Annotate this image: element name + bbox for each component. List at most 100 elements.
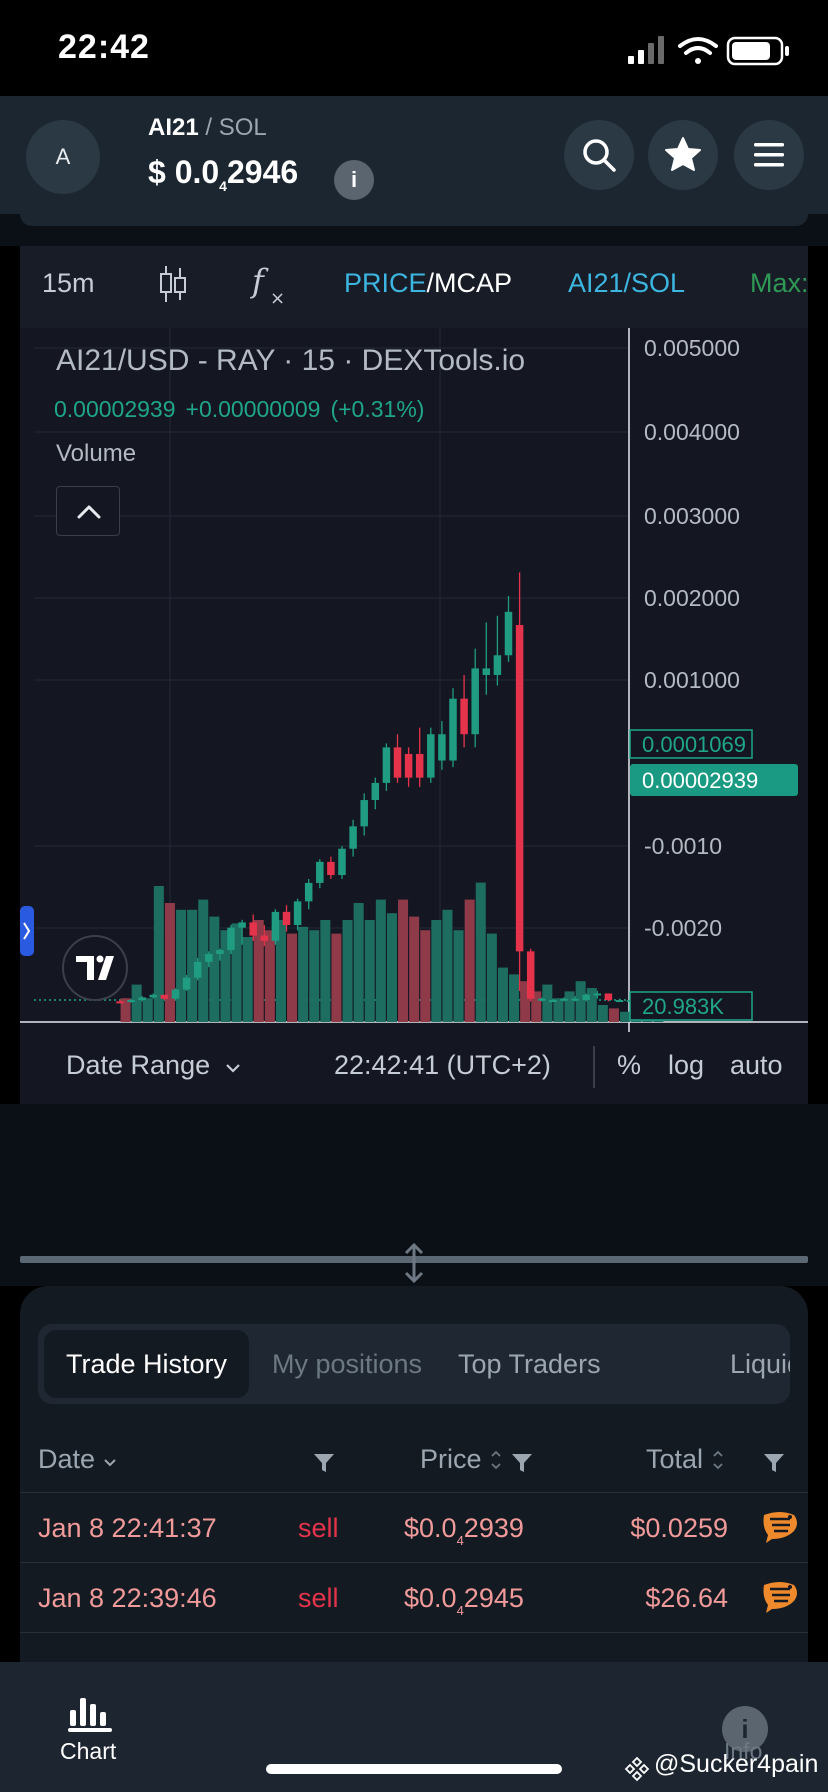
total-column-header[interactable]: Total (646, 1444, 725, 1475)
tab-trade-history[interactable]: Trade History (44, 1330, 250, 1398)
trade-price: $0.042945 (404, 1583, 524, 1618)
candle-body (404, 753, 413, 778)
price-axis: 0.005000 0.004000 0.003000 0.002000 0.001000… (20, 335, 798, 1021)
pair-separator: / (198, 114, 219, 141)
price-chart[interactable]: 0.005000 0.004000 0.003000 0.002000 0.001000… (20, 328, 808, 1032)
total-header-label: Total (646, 1444, 704, 1474)
interval-selector[interactable]: 15m (42, 268, 95, 298)
trade-side: sell (298, 1583, 339, 1613)
volume-bar (420, 930, 431, 1022)
candle-body (327, 861, 335, 876)
home-indicator[interactable] (266, 1764, 562, 1774)
percent-scale-toggle[interactable]: % (617, 1050, 642, 1080)
chevron-right-icon (23, 922, 31, 940)
legend-collapse-button[interactable] (56, 486, 120, 536)
indicators-icon[interactable]: f × (250, 262, 292, 308)
side-panel-tab (20, 906, 34, 956)
pair-toggle[interactable]: AI21/SOL (568, 268, 686, 298)
volume-bar (264, 930, 275, 1022)
trades-tabs: Trade History My positions Top Traders L… (38, 1324, 790, 1404)
token-info-button[interactable]: i (334, 160, 374, 200)
last-price-badge (630, 764, 798, 796)
volume-bar (520, 981, 531, 1022)
svg-text:f: f (250, 262, 269, 300)
token-header: A AI21 / SOL $ 0.042946 i (0, 96, 828, 214)
high-marker-badge (629, 729, 753, 759)
price-mcap-toggle[interactable]: PRICE/MCAP (344, 268, 512, 299)
date-range-button[interactable]: Date Range (66, 1050, 242, 1081)
candle-body (526, 951, 535, 999)
table-row[interactable]: Jan 8 22:41:37 sell $0.042939 $0.0259 (20, 1492, 808, 1562)
shrimp-icon[interactable] (760, 1509, 800, 1545)
volume-bar (187, 909, 198, 1022)
search-button[interactable] (564, 120, 634, 190)
chart-toolbar: 15m f × PRICE/MCAP AI21/SOL Max: (20, 246, 808, 328)
price-header-label: Price (420, 1444, 482, 1474)
volume-bar (375, 899, 386, 1022)
auto-scale-toggle[interactable]: auto (730, 1050, 783, 1080)
volume-bar (153, 886, 164, 1022)
price-tick-label: 0.003000 (644, 503, 740, 529)
max-toggle[interactable]: Max: (750, 268, 808, 298)
volume-bar (597, 1005, 608, 1022)
filter-icon[interactable] (510, 1452, 534, 1474)
tv-logo-dot (96, 955, 104, 963)
tab-top-traders[interactable]: Top Traders (458, 1348, 601, 1379)
volume-bar (564, 991, 575, 1022)
trade-date: Jan 8 22:41:37 (38, 1513, 217, 1543)
favorite-button[interactable] (648, 120, 718, 190)
volume-bar (176, 909, 187, 1022)
volume-bar (553, 998, 564, 1022)
nav-chart[interactable]: Chart (50, 1692, 130, 1764)
timezone-label[interactable]: 22:42:41 (UTC+2) (334, 1050, 551, 1080)
candle-body (460, 698, 468, 735)
star-icon (665, 137, 701, 171)
volume-bar (131, 984, 142, 1022)
volume-bar (331, 933, 342, 1022)
pair-base: AI21 (148, 114, 199, 141)
search-icon (583, 139, 616, 172)
last-price-text: 0.00002939 (642, 768, 758, 793)
tradingview-logo-icon (62, 935, 128, 1001)
nav-info-label[interactable]: Info (724, 1738, 763, 1764)
shrimp-icon[interactable] (760, 1579, 800, 1615)
filter-icon[interactable] (312, 1452, 336, 1474)
trade-side: sell (298, 1513, 339, 1543)
price-tick-label: 0.001000 (644, 667, 740, 693)
volume-bar (620, 1011, 631, 1022)
price-zero-count: 4 (219, 178, 227, 194)
date-column-header[interactable]: Date (38, 1444, 117, 1475)
filter-icon[interactable] (762, 1452, 786, 1474)
table-row-partial[interactable] (20, 1632, 808, 1702)
trades-panel: Trade History My positions Top Traders L… (20, 1286, 808, 1706)
watermark: @Sucker4pain (654, 1750, 819, 1778)
volume-badge-text: 20.983K (642, 994, 724, 1019)
volume-bar (353, 903, 364, 1022)
chart-bars-icon (68, 1698, 112, 1732)
tab-liquidity[interactable]: Liquid (730, 1348, 790, 1379)
candles-icon[interactable] (158, 264, 188, 304)
menu-button[interactable] (734, 120, 804, 190)
token-avatar[interactable]: A (26, 120, 100, 194)
date-header-label: Date (38, 1444, 96, 1474)
tab-my-positions[interactable]: My positions (272, 1348, 423, 1379)
date-range-label: Date Range (66, 1050, 211, 1080)
volume-bar (342, 920, 353, 1022)
volume-bar (575, 981, 586, 1022)
trade-price-zero-count: 4 (456, 1533, 464, 1548)
candle-body (593, 993, 602, 996)
candle-body (260, 935, 269, 941)
candle-body (615, 1000, 624, 1003)
log-scale-toggle[interactable]: log (668, 1050, 705, 1080)
candle-body (471, 668, 479, 735)
volume-bar (509, 974, 520, 1022)
price-tick-label: 0.002000 (644, 585, 740, 611)
candle-body (560, 998, 568, 1001)
sort-icon (491, 1450, 501, 1470)
price-column-header[interactable]: Price (420, 1444, 503, 1475)
candle-body (571, 998, 579, 1001)
table-row[interactable]: Jan 8 22:39:46 sell $0.042945 $26.64 (20, 1562, 808, 1632)
info-icon[interactable]: i (722, 1706, 768, 1752)
resize-handle-icon[interactable] (399, 1242, 429, 1284)
trade-price-zero-count: 4 (456, 1603, 464, 1618)
